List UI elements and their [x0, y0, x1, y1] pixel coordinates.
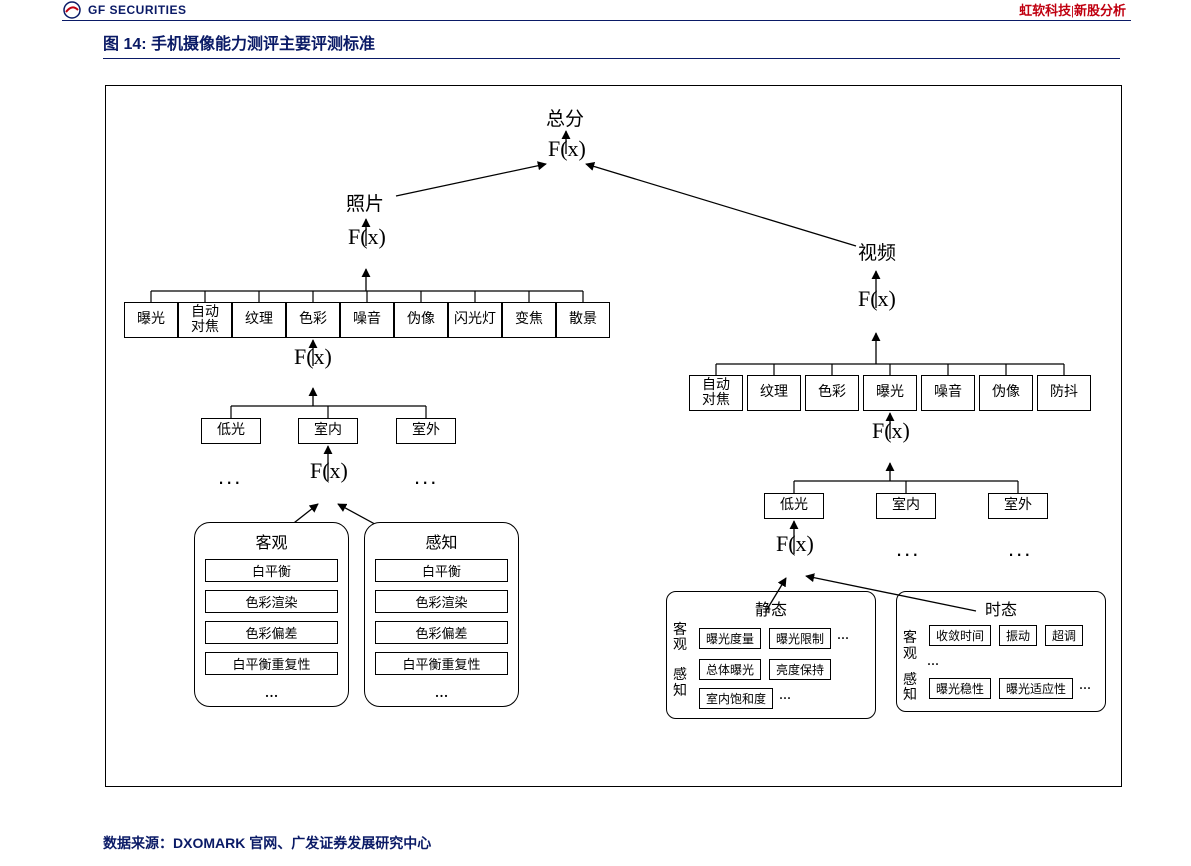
fx-video: F(x) [858, 286, 896, 312]
video-crit-0: 自动 对焦 [689, 375, 743, 411]
static-dots-1: ... [779, 686, 791, 711]
fx-photo: F(x) [348, 224, 386, 250]
photo-crit-1: 自动 对焦 [178, 302, 232, 338]
node-video: 视频 [858, 238, 896, 265]
figure-source: 数据来源：DXOMARK 官网、广发证券发展研究中心 [103, 833, 431, 853]
fx-photo-indoor: F(x) [310, 458, 348, 484]
video-crit-2: 色彩 [805, 375, 859, 411]
dots-video-2: ... [1008, 536, 1032, 562]
photo-cond-1: 室内 [298, 418, 358, 444]
obj-item-0: 白平衡 [205, 559, 338, 582]
node-photo: 照片 [346, 189, 384, 216]
video-crit-5: 伪像 [979, 375, 1033, 411]
fx-video-exposure: F(x) [872, 418, 910, 444]
static-1-1: 亮度保持 [769, 659, 831, 680]
dots-photo-2: ... [414, 464, 438, 490]
fx-photo-color: F(x) [294, 344, 332, 370]
obj-item-2: 色彩偏差 [205, 621, 338, 644]
leafbox-static: 静态 客观曝光度量曝光限制... 感知总体曝光亮度保持室内饱和度... [666, 591, 876, 719]
static-1-0: 总体曝光 [699, 659, 761, 680]
fx-video-lowlight: F(x) [776, 531, 814, 557]
dots-video-1: ... [896, 536, 920, 562]
static-0-0: 曝光度量 [699, 628, 761, 649]
static-side-0: 客观 [673, 623, 689, 654]
node-root: 总分 [546, 104, 584, 131]
per-item-0: 白平衡 [375, 559, 508, 582]
temporal-dots-1: ... [1079, 676, 1091, 701]
dots-per: ... [373, 681, 510, 702]
video-cond-2: 室外 [988, 493, 1048, 519]
photo-crit-0: 曝光 [124, 302, 178, 338]
per-item-1: 色彩渲染 [375, 590, 508, 613]
temporal-0-2: 超调 [1045, 625, 1083, 646]
temporal-dots-0: ... [927, 652, 939, 670]
static-1-2: 室内饱和度 [699, 688, 773, 709]
source-text: DXOMARK 官网、广发证券发展研究中心 [173, 835, 431, 851]
photo-crit-6: 闪光灯 [448, 302, 502, 338]
photo-crit-2: 纹理 [232, 302, 286, 338]
video-cond-0: 低光 [764, 493, 824, 519]
header-right: 虹软科技|新股分析 [1019, 0, 1126, 19]
dots-photo-1: ... [218, 464, 242, 490]
static-0-1: 曝光限制 [769, 628, 831, 649]
video-crit-1: 纹理 [747, 375, 801, 411]
leafbox-temporal: 时态 客观收敛时间振动超调... 感知曝光稳性曝光适应性... [896, 591, 1106, 712]
per-item-2: 色彩偏差 [375, 621, 508, 644]
figure-number: 图 14: [103, 36, 147, 53]
video-crit-6: 防抖 [1037, 375, 1091, 411]
photo-crit-4: 噪音 [340, 302, 394, 338]
dots-obj: ... [203, 681, 340, 702]
photo-crit-8: 散景 [556, 302, 610, 338]
photo-crit-7: 变焦 [502, 302, 556, 338]
brand-text: GF SECURITIES [88, 3, 187, 17]
photo-cond-0: 低光 [201, 418, 261, 444]
diagram-frame: 总分 F(x) 照片 F(x) F(x) ... F(x) ... 客观 白平衡… [105, 85, 1122, 787]
temporal-side-0: 客观 [903, 631, 919, 662]
temporal-0-0: 收敛时间 [929, 625, 991, 646]
obj-item-1: 色彩渲染 [205, 590, 338, 613]
temporal-1-1: 曝光适应性 [999, 678, 1073, 699]
temporal-1-0: 曝光稳性 [929, 678, 991, 699]
temporal-side-1: 感知 [903, 673, 919, 704]
header-bar: GF SECURITIES [62, 0, 1131, 21]
photo-crit-3: 色彩 [286, 302, 340, 338]
source-prefix: 数据来源： [103, 835, 173, 851]
video-cond-1: 室内 [876, 493, 936, 519]
leafbox-perceptual-title: 感知 [373, 529, 510, 553]
photo-crit-5: 伪像 [394, 302, 448, 338]
photo-cond-2: 室外 [396, 418, 456, 444]
figure-title: 图 14: 手机摄像能力测评主要评测标准 [103, 30, 1120, 59]
video-crit-4: 噪音 [921, 375, 975, 411]
leafbox-objective: 客观 白平衡色彩渲染色彩偏差白平衡重复性 ... [194, 522, 349, 707]
static-dots-0: ... [837, 626, 849, 651]
leafbox-temporal-title: 时态 [903, 596, 1099, 620]
per-item-3: 白平衡重复性 [375, 652, 508, 675]
fx-root: F(x) [548, 136, 586, 162]
leafbox-perceptual: 感知 白平衡色彩渲染色彩偏差白平衡重复性 ... [364, 522, 519, 707]
obj-item-3: 白平衡重复性 [205, 652, 338, 675]
leafbox-static-title: 静态 [673, 596, 869, 620]
figure-title-text: 手机摄像能力测评主要评测标准 [151, 36, 375, 53]
logo-icon [62, 1, 84, 19]
leafbox-objective-title: 客观 [203, 529, 340, 553]
video-crit-3: 曝光 [863, 375, 917, 411]
temporal-0-1: 振动 [999, 625, 1037, 646]
static-side-1: 感知 [673, 668, 689, 699]
